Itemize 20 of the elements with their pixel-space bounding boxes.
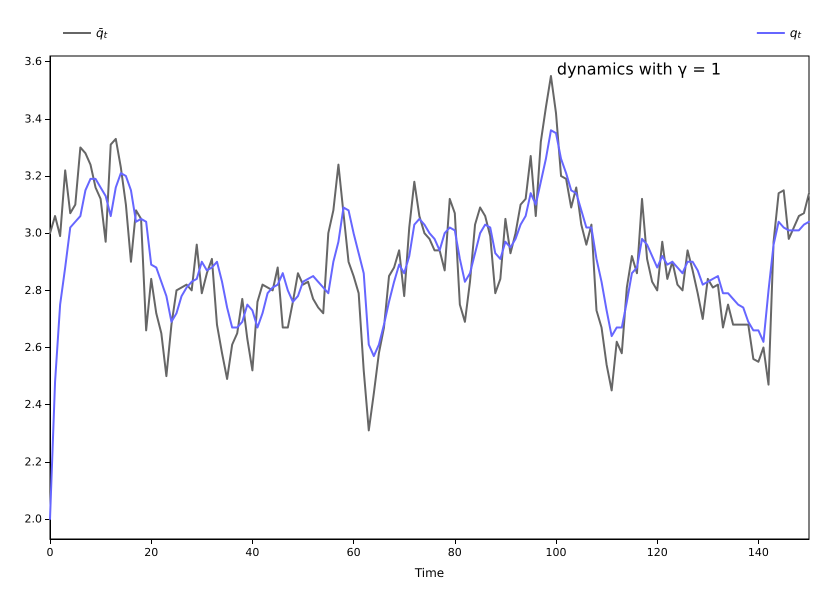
y-tick-label: 2.8 bbox=[24, 284, 42, 297]
y-tick-label: 2.4 bbox=[24, 398, 42, 412]
x-tick-label: 60 bbox=[346, 546, 361, 559]
x-tick-label: 20 bbox=[144, 546, 158, 559]
x-tick-label: 0 bbox=[46, 546, 54, 559]
y-tick-label: 3.2 bbox=[24, 170, 42, 183]
x-tick-label: 140 bbox=[748, 546, 769, 559]
x-tick-label: 100 bbox=[546, 546, 566, 559]
y-tick-label: 3.0 bbox=[24, 226, 42, 240]
y-tick-label: 2.2 bbox=[24, 455, 42, 468]
line-series bbox=[49, 129, 810, 520]
x-tick-label: 120 bbox=[646, 546, 668, 559]
y-tick-label: 3.4 bbox=[24, 112, 42, 126]
y-tick-label: 2.6 bbox=[24, 341, 42, 354]
x-tick-label: 40 bbox=[245, 546, 260, 559]
x-tick-label: 80 bbox=[448, 546, 462, 559]
y-tick-label: 3.6 bbox=[24, 55, 42, 68]
y-tick-label: 2.0 bbox=[24, 512, 42, 526]
x-axis-title: Time bbox=[414, 566, 444, 580]
annotation: dynamics with γ = 1 bbox=[556, 60, 721, 78]
